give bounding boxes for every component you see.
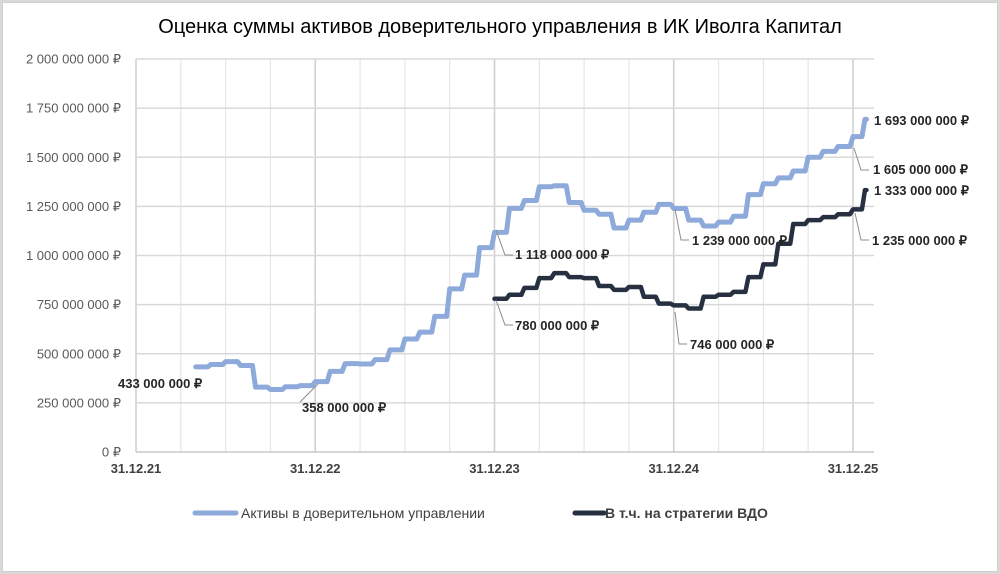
x-tick-label: 31.12.25 [828, 461, 879, 476]
data-label: 358 000 000 ₽ [302, 400, 387, 415]
legend-label-assets: Активы в доверительном управлении [241, 505, 485, 521]
label-leader-line [853, 147, 869, 171]
x-tick-label: 31.12.21 [111, 461, 162, 476]
chart-title: Оценка суммы активов доверительного упра… [158, 16, 842, 38]
y-tick-label: 500 000 000 ₽ [37, 346, 121, 361]
x-tick-label: 31.12.24 [648, 461, 699, 476]
data-label: 780 000 000 ₽ [515, 318, 600, 333]
y-tick-label: 0 ₽ [102, 445, 121, 460]
data-label: 433 000 000 ₽ [118, 376, 203, 391]
y-tick-label: 1 750 000 000 ₽ [26, 101, 121, 116]
data-label: 746 000 000 ₽ [690, 337, 775, 352]
x-axis: 31.12.21 31.12.22 31.12.23 31.12.24 31.12.25 [111, 461, 879, 476]
y-tick-label: 750 000 000 ₽ [37, 297, 121, 312]
data-label: 1 239 000 000 ₽ [692, 233, 788, 248]
y-tick-label: 250 000 000 ₽ [37, 395, 121, 410]
y-tick-label: 2 000 000 000 ₽ [26, 52, 121, 67]
series-lines [193, 116, 869, 393]
label-leader-line [674, 311, 687, 345]
legend-label-vdo: В т.ч. на стратегии ВДО [605, 505, 768, 521]
legend: Активы в доверительном управлении В т.ч.… [192, 505, 768, 521]
data-label: 1 693 000 000 ₽ [874, 113, 970, 128]
data-label: 1 605 000 000 ₽ [873, 162, 969, 177]
data-label: 1 333 000 000 ₽ [874, 183, 970, 198]
label-leader-line [674, 208, 689, 241]
gridlines [135, 58, 874, 453]
legend-item-vdo[interactable]: В т.ч. на стратегии ВДО [572, 505, 768, 521]
data-label: 1 235 000 000 ₽ [872, 233, 968, 248]
y-tick-label: 1 500 000 000 ₽ [26, 150, 121, 165]
assets-line [193, 116, 869, 393]
data-labels: 433 000 000 ₽ 358 000 000 ₽ 1 118 000 000 … [118, 113, 970, 415]
label-leader-line [495, 299, 513, 326]
vdo-line [492, 187, 869, 311]
y-tick-label: 1 250 000 000 ₽ [26, 199, 121, 214]
data-label: 1 118 000 000 ₽ [515, 247, 610, 262]
label-leader-line [299, 383, 319, 403]
label-leader-line [495, 229, 513, 256]
label-leader-line [854, 212, 869, 241]
y-axis: 0 ₽ 250 000 000 ₽ 500 000 000 ₽ 750 000 000… [26, 52, 121, 460]
legend-item-assets[interactable]: Активы в доверительном управлении [192, 505, 485, 521]
x-tick-label: 31.12.22 [290, 461, 341, 476]
x-tick-label: 31.12.23 [469, 461, 520, 476]
y-tick-label: 1 000 000 000 ₽ [26, 248, 121, 263]
